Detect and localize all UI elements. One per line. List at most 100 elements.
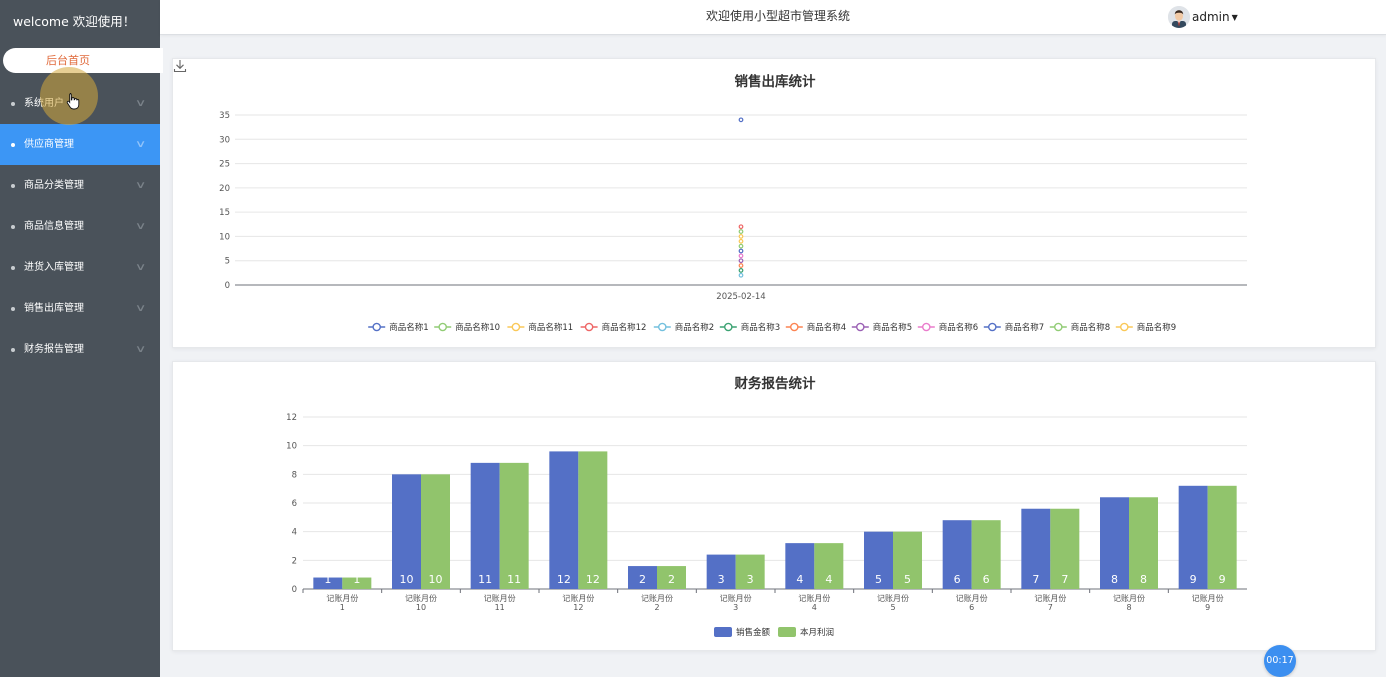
- data-point: [738, 238, 744, 244]
- legend-marker: [438, 322, 448, 332]
- x-tick-label: 记账月份 2: [641, 593, 673, 612]
- x-tick-label-line: 记账月份: [641, 593, 673, 603]
- x-tick-label-line: 11: [495, 603, 505, 612]
- legend-marker: [790, 322, 799, 332]
- bar: [814, 543, 844, 589]
- data-point: [738, 263, 744, 268]
- sidebar-item-6[interactable]: 财务报告管理 ∨: [0, 329, 160, 370]
- sidebar-item-4[interactable]: 进货入库管理 ∨: [0, 247, 160, 288]
- x-tick-label-line: 3: [733, 603, 738, 612]
- bullet-dot-icon: [11, 307, 15, 311]
- x-tick-label-line: 记账月份: [798, 593, 830, 603]
- x-tick-label-line: 记账月份: [1034, 593, 1066, 603]
- bar-value-label: 12: [586, 573, 600, 586]
- y-tick-label: 0: [225, 281, 230, 291]
- bar: [864, 531, 893, 589]
- home-link[interactable]: 后台首页: [3, 48, 163, 73]
- x-tick-label-line: 1: [340, 603, 345, 612]
- y-tick-label: 4: [292, 528, 297, 538]
- sidebar-item-1[interactable]: 供应商管理 ∨: [0, 124, 160, 165]
- legend-marker: [988, 322, 997, 332]
- chevron-down-icon[interactable]: ∨: [134, 262, 147, 273]
- x-tick-label-line: 记账月份: [562, 593, 594, 603]
- bullet-dot-icon: [11, 184, 15, 188]
- x-tick-label-line: 记账月份: [956, 593, 988, 603]
- bar: [1100, 497, 1129, 589]
- sidebar-item-3[interactable]: 商品信息管理 ∨: [0, 206, 160, 247]
- username[interactable]: admin: [1192, 10, 1230, 24]
- top-header: 欢迎使用小型超市管理系统 admin ▼: [160, 0, 1386, 35]
- bar: [1207, 485, 1237, 589]
- legend-marker: [1120, 322, 1129, 332]
- x-tick-label: 记账月份 6: [956, 593, 988, 612]
- bar-value-label: 10: [400, 573, 414, 586]
- legend-label: 商品名称2: [675, 322, 714, 333]
- legend-marker: [778, 627, 796, 637]
- bar: [1021, 508, 1051, 589]
- sidebar-item-5[interactable]: 销售出库管理 ∨: [0, 288, 160, 329]
- bar-value-label: 11: [507, 573, 521, 586]
- legend-marker: [714, 627, 732, 637]
- chevron-down-icon[interactable]: ∨: [134, 303, 147, 314]
- legend-marker: [922, 322, 931, 332]
- bar: [470, 462, 500, 589]
- timer-badge[interactable]: 00:17: [1264, 645, 1296, 677]
- y-tick-label: 2: [292, 556, 297, 566]
- x-tick-label-line: 10: [416, 603, 426, 612]
- legend-marker: [584, 322, 594, 332]
- data-point: [738, 243, 744, 249]
- bar-value-label: 4: [796, 573, 803, 586]
- bar: [657, 566, 686, 589]
- finance-report-chart-panel: 财务报告统计 0 2 4 6 8 10 12 1 1 记账月份 1 10 10 记账月份 10 11 11 记账月份…: [172, 361, 1376, 651]
- x-tick-label: 记账月份 9: [1192, 593, 1224, 612]
- bar: [971, 520, 1001, 589]
- x-tick-label: 记账月份 5: [877, 593, 909, 612]
- chevron-down-icon[interactable]: ∨: [134, 98, 147, 109]
- bar-value-label: 9: [1190, 573, 1197, 586]
- legend-label: 商品名称10: [455, 322, 500, 333]
- bar: [1178, 485, 1208, 589]
- sales-outbound-chart-panel: 销售出库统计 0 5 10 15 20 25 30 35 2025-02-14 商品名称1 商品名称1…: [172, 58, 1376, 348]
- sidebar-item-label: 商品信息管理: [24, 221, 84, 232]
- legend-marker: [372, 322, 381, 332]
- sidebar-item-label: 商品分类管理: [24, 180, 84, 191]
- bar: [893, 531, 922, 589]
- legend-label: 商品名称11: [528, 322, 573, 333]
- bar: [706, 554, 736, 589]
- download-icon[interactable]: [173, 59, 187, 73]
- bar: [392, 474, 421, 589]
- chevron-down-icon[interactable]: ∨: [134, 180, 147, 191]
- x-tick-label-line: 5: [890, 603, 895, 612]
- bar: [785, 543, 815, 589]
- y-tick-label: 15: [219, 208, 230, 218]
- bar: [499, 462, 529, 589]
- y-tick-label: 6: [292, 499, 297, 509]
- legend-marker: [657, 322, 667, 332]
- y-tick-label: 10: [219, 232, 230, 242]
- x-tick-label: 记账月份 11: [484, 593, 516, 612]
- bar-value-label: 3: [718, 573, 725, 586]
- legend-label: 本月利润: [800, 627, 834, 638]
- y-tick-label: 10: [286, 442, 297, 452]
- legend-label: 商品名称7: [1005, 322, 1044, 333]
- caret-down-icon[interactable]: ▼: [1231, 12, 1238, 22]
- x-tick-label: 2025-02-14: [716, 292, 765, 302]
- sidebar-item-0[interactable]: 系统用户 ∨: [0, 83, 160, 124]
- sidebar-item-2[interactable]: 商品分类管理 ∨: [0, 165, 160, 206]
- data-point: [738, 268, 744, 273]
- x-tick-label: 记账月份 12: [562, 593, 594, 612]
- data-point: [738, 234, 744, 239]
- chevron-down-icon[interactable]: ∨: [134, 221, 147, 232]
- bar-value-label: 12: [557, 573, 571, 586]
- chevron-down-icon[interactable]: ∨: [134, 139, 147, 150]
- avatar[interactable]: [1168, 6, 1190, 28]
- chevron-down-icon[interactable]: ∨: [134, 344, 147, 355]
- data-point: [738, 117, 744, 123]
- bar-value-label: 9: [1219, 573, 1226, 586]
- legend-marker: [1054, 322, 1063, 332]
- bar: [313, 577, 343, 589]
- data-point: [738, 272, 744, 278]
- user-menu[interactable]: admin ▼: [1168, 5, 1238, 29]
- bullet-dot-icon: [11, 143, 15, 147]
- y-tick-label: 35: [219, 111, 230, 121]
